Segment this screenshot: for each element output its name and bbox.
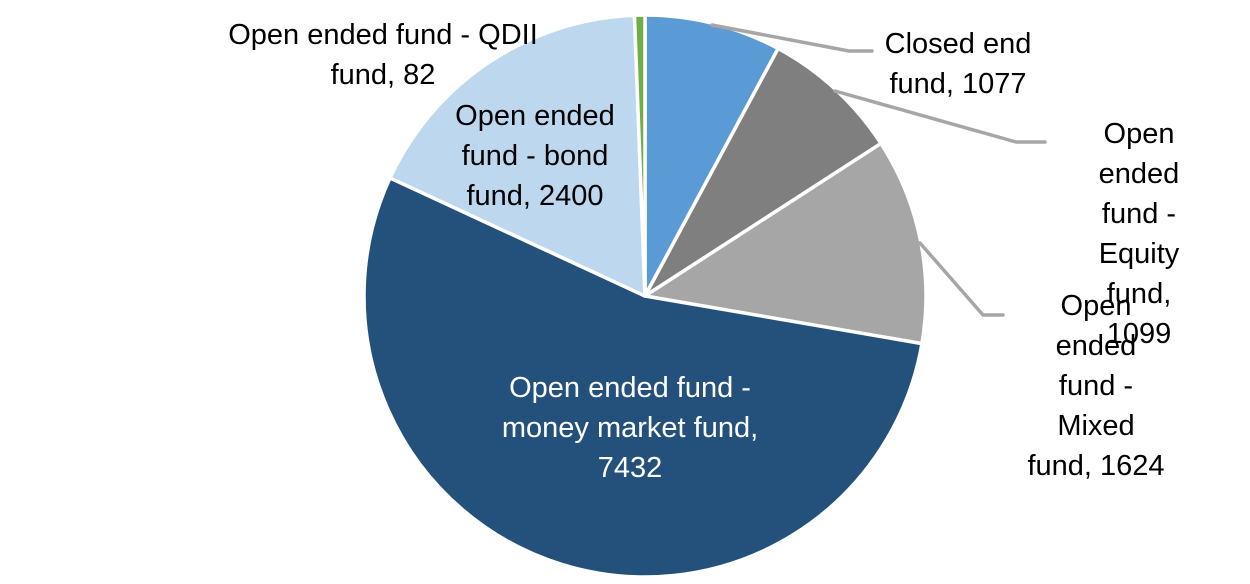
leader-lines xyxy=(710,23,1047,317)
pie-slice-2 xyxy=(643,141,928,346)
leader-line-equity-fund xyxy=(833,89,1047,144)
pie-slices xyxy=(362,13,928,579)
data-label-equity-fund: Open ended fund - Equity fund, 1099 xyxy=(1098,118,1180,350)
pie-slice-5 xyxy=(632,13,647,298)
pie-slice-3 xyxy=(362,176,924,579)
data-label-bond-fund: Open ended fund - bond fund, 2400 xyxy=(455,100,615,212)
pie-slice-4 xyxy=(388,13,647,298)
leader-line-mixed-fund xyxy=(918,241,1005,317)
leader-line-closed-end-fund xyxy=(710,23,874,53)
pie-slice-0 xyxy=(643,13,780,298)
data-label-qdii-fund: Open ended fund - QDII fund, 82 xyxy=(228,19,538,91)
data-label-mixed-fund: Open ended fund - Mixed fund, 1624 xyxy=(1027,290,1165,482)
data-label-closed-end-fund: Closed end fund, 1077 xyxy=(884,28,1032,100)
data-label-money-market-fund: Open ended fund - money market fund, 743… xyxy=(501,372,759,484)
